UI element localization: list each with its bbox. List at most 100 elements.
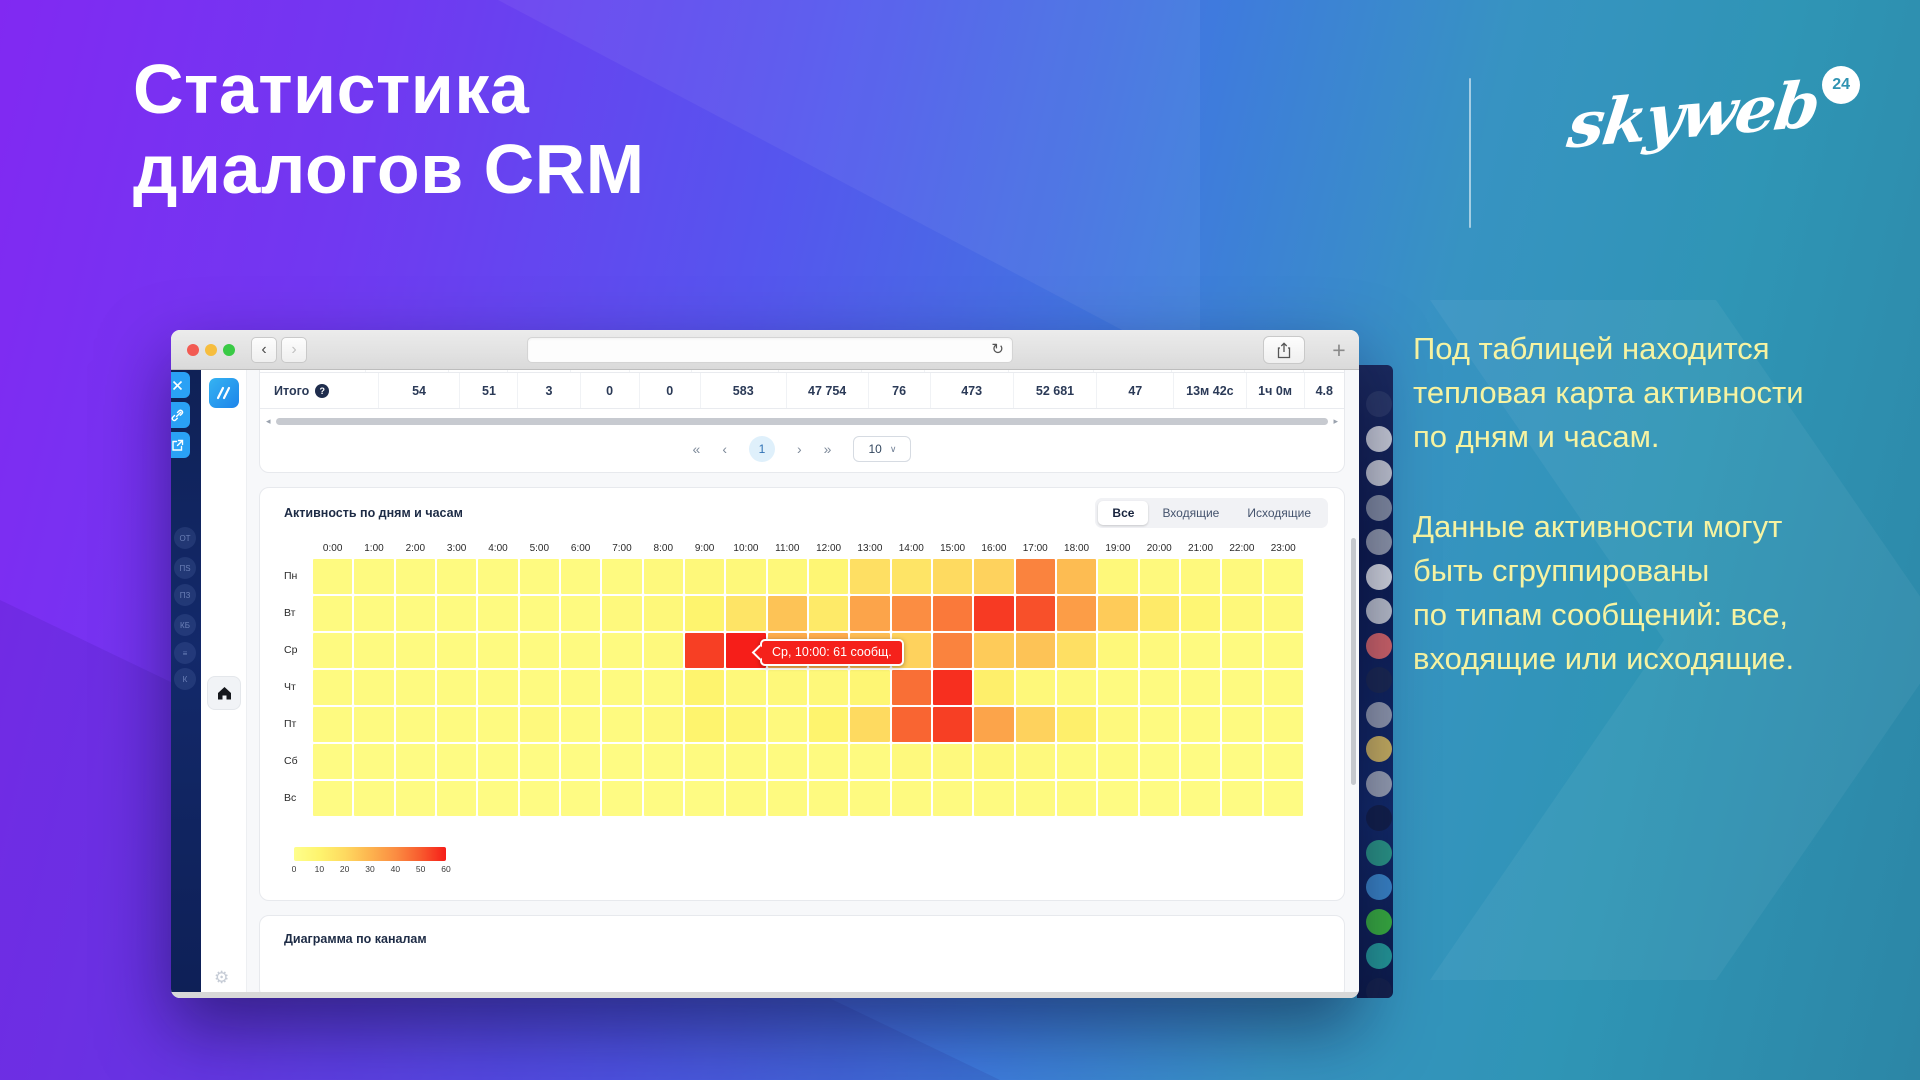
heatmap-cell[interactable] bbox=[435, 743, 478, 780]
vertical-scrollbar[interactable] bbox=[1351, 538, 1356, 785]
heatmap-cell[interactable] bbox=[353, 669, 395, 706]
heatmap-cell[interactable] bbox=[931, 669, 974, 706]
open-external-button[interactable] bbox=[171, 432, 190, 458]
heatmap-cell[interactable] bbox=[394, 632, 436, 669]
reload-icon[interactable]: ↻ bbox=[991, 341, 1004, 358]
heatmap-cell[interactable] bbox=[890, 706, 932, 743]
forward-button[interactable]: › bbox=[281, 337, 307, 363]
heatmap-cell[interactable] bbox=[435, 669, 478, 706]
heatmap-cell[interactable] bbox=[973, 669, 1015, 706]
heatmap-cell[interactable] bbox=[807, 595, 850, 632]
heatmap-cell[interactable] bbox=[890, 780, 932, 817]
heatmap-cell[interactable] bbox=[1138, 743, 1180, 780]
heatmap-cell[interactable] bbox=[518, 595, 560, 632]
heatmap-cell[interactable] bbox=[1262, 632, 1304, 669]
heatmap-cell[interactable] bbox=[394, 595, 436, 632]
heatmap-cell[interactable] bbox=[312, 595, 354, 632]
heatmap-cell[interactable] bbox=[435, 632, 478, 669]
heatmap-cell[interactable] bbox=[1221, 669, 1263, 706]
heatmap-cell[interactable] bbox=[1221, 780, 1263, 817]
heatmap-cell[interactable] bbox=[1179, 706, 1222, 743]
heatmap-cell[interactable] bbox=[1221, 743, 1263, 780]
home-button[interactable] bbox=[207, 676, 241, 710]
heatmap-cell[interactable] bbox=[477, 706, 519, 743]
last-page-button[interactable]: » bbox=[823, 441, 832, 457]
heatmap-cell[interactable] bbox=[518, 706, 560, 743]
heatmap-cell[interactable] bbox=[1097, 595, 1139, 632]
heatmap-cell[interactable] bbox=[973, 706, 1015, 743]
heatmap-cell[interactable] bbox=[849, 669, 891, 706]
app-logo-button[interactable] bbox=[209, 378, 239, 408]
heatmap-cell[interactable] bbox=[725, 706, 767, 743]
heatmap-cell[interactable] bbox=[601, 595, 643, 632]
heatmap-cell[interactable] bbox=[642, 595, 684, 632]
heatmap-cell[interactable] bbox=[1221, 632, 1263, 669]
heatmap-cell[interactable] bbox=[807, 780, 850, 817]
heatmap-cell[interactable] bbox=[931, 706, 974, 743]
heatmap-cell[interactable] bbox=[1097, 743, 1139, 780]
heatmap-cell[interactable] bbox=[1262, 780, 1304, 817]
heatmap-cell[interactable] bbox=[601, 780, 643, 817]
next-page-button[interactable]: › bbox=[797, 441, 802, 457]
heatmap-cell[interactable] bbox=[1262, 743, 1304, 780]
horizontal-scrollbar[interactable]: ◂ ▸ bbox=[264, 416, 1340, 426]
heatmap-cell[interactable] bbox=[394, 669, 436, 706]
heatmap-cell[interactable] bbox=[725, 632, 767, 669]
heatmap-cell[interactable] bbox=[807, 669, 850, 706]
heatmap-cell[interactable] bbox=[849, 706, 891, 743]
heatmap-cell[interactable] bbox=[477, 632, 519, 669]
filter-outgoing[interactable]: Исходящие bbox=[1247, 506, 1311, 520]
heatmap-cell[interactable] bbox=[725, 595, 767, 632]
heatmap-cell[interactable] bbox=[1179, 558, 1222, 595]
filter-incoming[interactable]: Входящие bbox=[1162, 506, 1220, 520]
heatmap-cell[interactable] bbox=[1055, 780, 1098, 817]
heatmap-cell[interactable] bbox=[1179, 743, 1222, 780]
info-icon[interactable]: ? bbox=[315, 383, 330, 398]
heatmap-cell[interactable] bbox=[766, 743, 808, 780]
zoom-window-button[interactable] bbox=[223, 344, 235, 356]
heatmap-cell[interactable] bbox=[601, 706, 643, 743]
heatmap-cell[interactable] bbox=[1262, 595, 1304, 632]
heatmap-cell[interactable] bbox=[642, 558, 684, 595]
share-button[interactable] bbox=[1263, 336, 1305, 364]
heatmap-cell[interactable] bbox=[1014, 595, 1056, 632]
heatmap-cell[interactable] bbox=[766, 669, 808, 706]
heatmap-cell[interactable] bbox=[518, 632, 560, 669]
heatmap-cell[interactable] bbox=[683, 632, 726, 669]
heatmap-cell[interactable] bbox=[1097, 780, 1139, 817]
copy-link-button[interactable] bbox=[171, 402, 190, 428]
heatmap-cell[interactable] bbox=[1055, 706, 1098, 743]
heatmap-cell[interactable] bbox=[1014, 743, 1056, 780]
heatmap-cell[interactable] bbox=[435, 780, 478, 817]
heatmap-cell[interactable] bbox=[353, 595, 395, 632]
heatmap-cell[interactable] bbox=[1055, 669, 1098, 706]
scroll-left-arrow[interactable]: ◂ bbox=[266, 415, 271, 426]
minimize-window-button[interactable] bbox=[205, 344, 217, 356]
heatmap-cell[interactable] bbox=[766, 558, 808, 595]
heatmap-cell[interactable] bbox=[683, 669, 726, 706]
heatmap-cell[interactable] bbox=[890, 558, 932, 595]
heatmap-cell[interactable] bbox=[1014, 669, 1056, 706]
heatmap-cell[interactable] bbox=[477, 743, 519, 780]
heatmap-cell[interactable] bbox=[890, 743, 932, 780]
close-window-button[interactable] bbox=[187, 344, 199, 356]
heatmap-cell[interactable] bbox=[1179, 669, 1222, 706]
heatmap-cell[interactable] bbox=[1014, 558, 1056, 595]
heatmap-cell[interactable] bbox=[477, 669, 519, 706]
heatmap-cell[interactable] bbox=[601, 669, 643, 706]
heatmap-cell[interactable] bbox=[807, 743, 850, 780]
heatmap-cell[interactable] bbox=[559, 743, 602, 780]
heatmap-cell[interactable] bbox=[1221, 595, 1263, 632]
heatmap-cell[interactable] bbox=[725, 669, 767, 706]
page-size-select[interactable]: 10 ∨ bbox=[853, 436, 912, 462]
heatmap-cell[interactable] bbox=[559, 558, 602, 595]
heatmap-cell[interactable] bbox=[435, 706, 478, 743]
close-panel-button[interactable] bbox=[171, 372, 190, 398]
heatmap-cell[interactable] bbox=[394, 706, 436, 743]
heatmap-cell[interactable] bbox=[477, 558, 519, 595]
heatmap-cell[interactable] bbox=[725, 558, 767, 595]
heatmap-cell[interactable] bbox=[1097, 632, 1139, 669]
heatmap-cell[interactable] bbox=[601, 743, 643, 780]
heatmap-cell[interactable] bbox=[518, 780, 560, 817]
current-page-button[interactable]: 1 bbox=[749, 436, 775, 462]
